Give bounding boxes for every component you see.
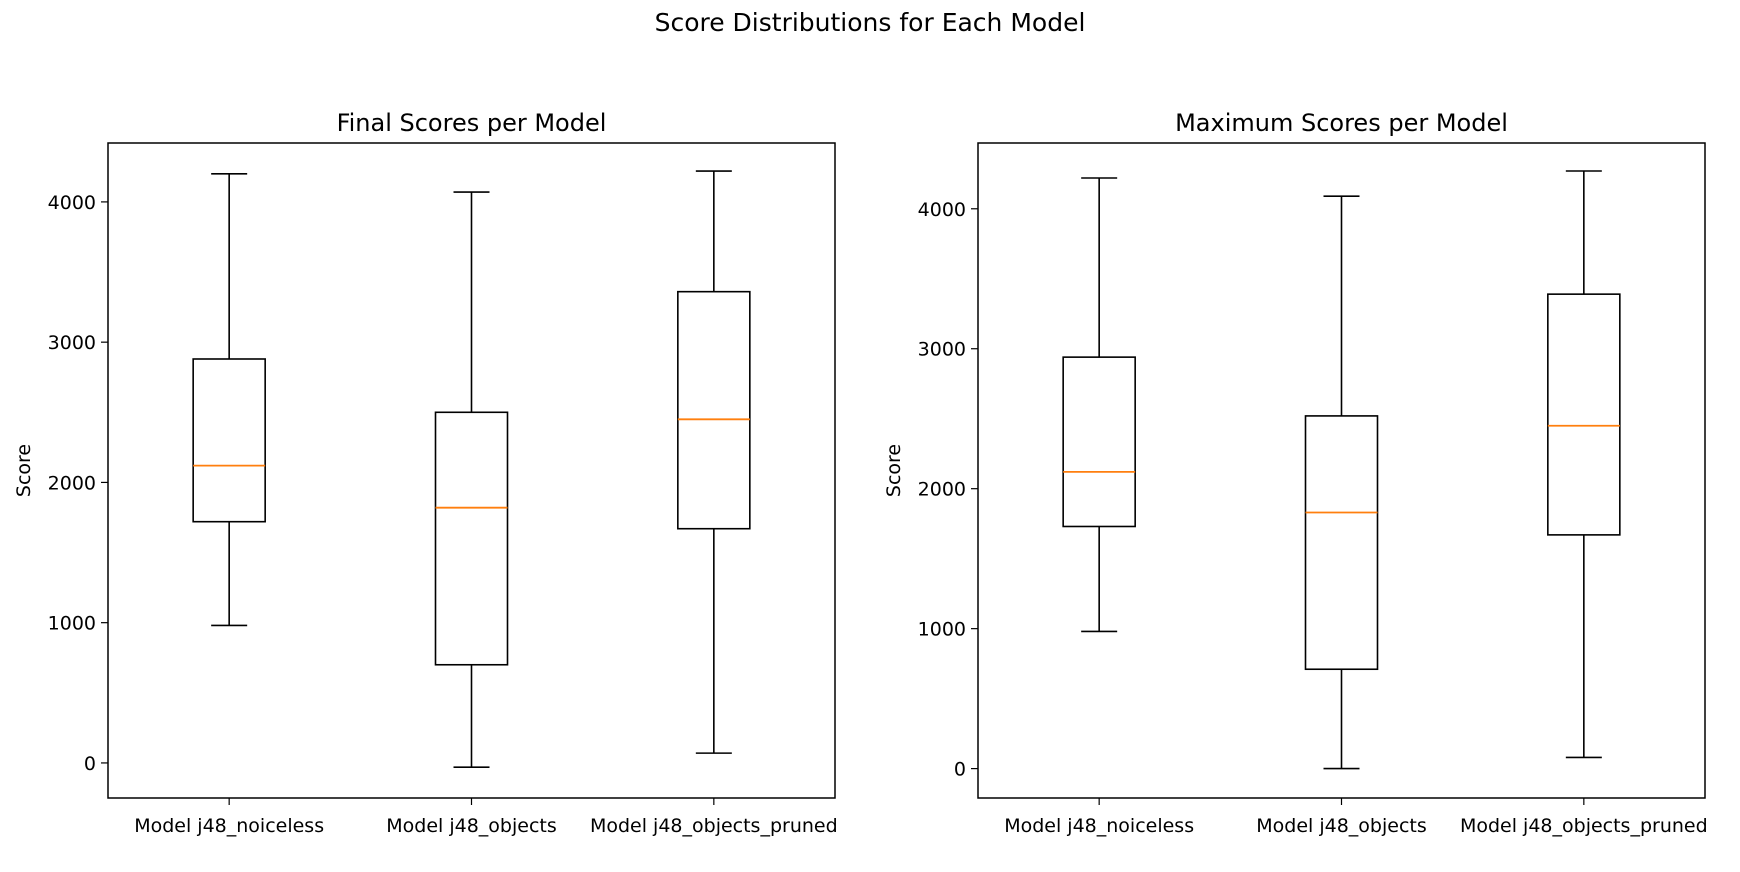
box-iqr	[1547, 293, 1621, 536]
x-tick-label: Model j48_objects	[1256, 815, 1427, 837]
chart-final-scores: Final Scores per Model Score 0 1000 2000 30…	[13, 109, 838, 837]
y-tick-label: 1000	[918, 619, 966, 641]
x-tick-label: Model j48_objects_pruned	[590, 815, 838, 837]
y-tick-label: 4000	[48, 192, 96, 214]
y-tick-label: 3000	[918, 339, 966, 361]
x-tick-label: Model j48_objects	[386, 815, 557, 837]
x-tick-label: Model j48_noiceless	[134, 815, 324, 837]
box-iqr	[1304, 415, 1379, 671]
y-tick-label: 3000	[48, 332, 96, 354]
y-tick-label: 2000	[918, 479, 966, 501]
y-axis-label: Score	[13, 444, 35, 497]
y-tick-label: 0	[954, 759, 966, 781]
chart-title: Maximum Scores per Model	[1175, 109, 1508, 137]
chart-title: Final Scores per Model	[337, 109, 607, 137]
box-iqr	[1062, 356, 1136, 528]
box-iqr	[434, 411, 509, 666]
chart-maximum-scores: Maximum Scores per Model Score 0 1000 2000…	[883, 109, 1708, 837]
y-tick-label: 1000	[48, 613, 96, 635]
box-iqr	[677, 290, 751, 530]
y-axis-label: Score	[883, 444, 905, 497]
figure-title: Score Distributions for Each Model	[654, 8, 1086, 37]
x-tick-label: Model j48_objects_pruned	[1460, 815, 1708, 837]
box-iqr	[192, 358, 266, 523]
x-tick-label: Model j48_noiceless	[1004, 815, 1194, 837]
y-tick-label: 4000	[918, 199, 966, 221]
y-tick-label: 0	[84, 753, 96, 775]
y-tick-label: 2000	[48, 472, 96, 494]
